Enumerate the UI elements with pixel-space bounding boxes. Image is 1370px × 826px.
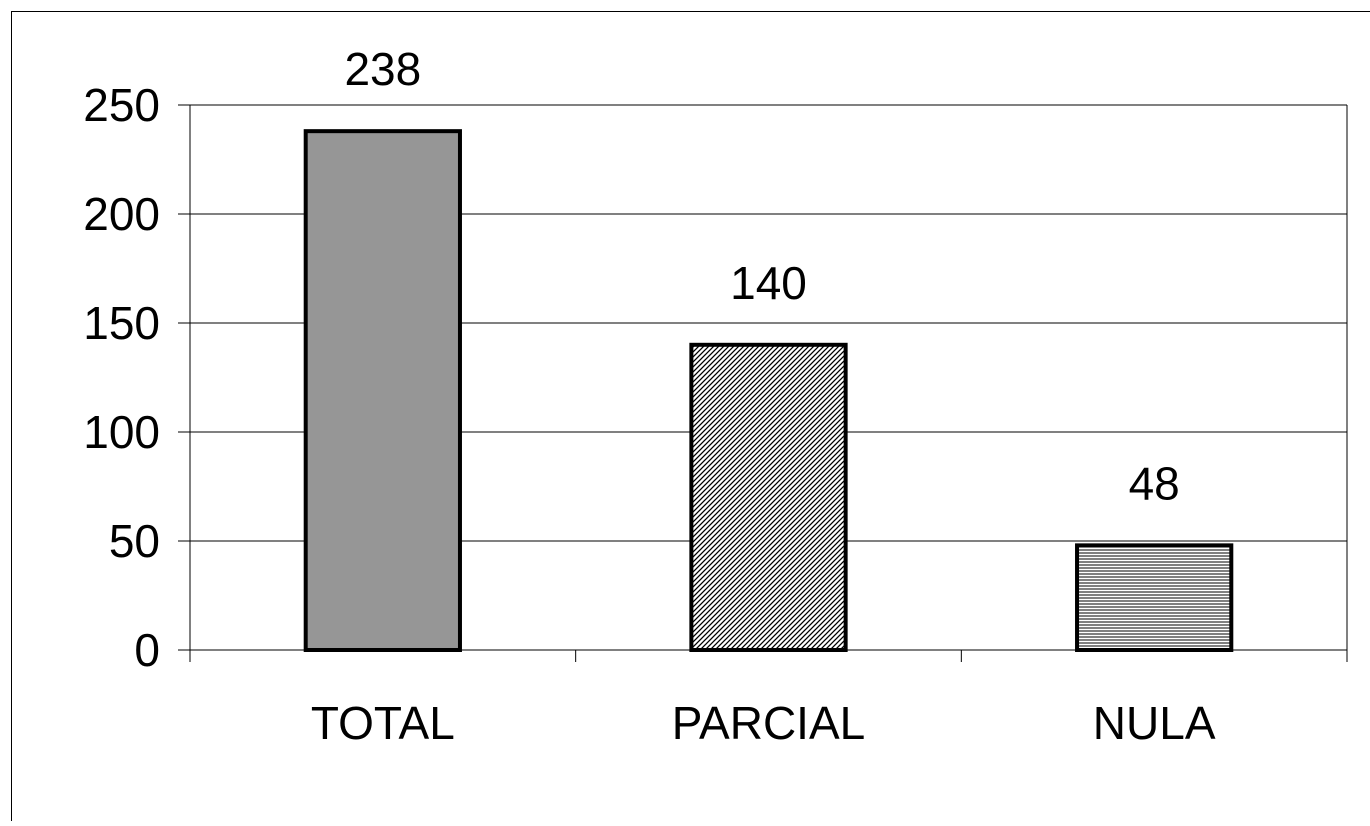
y-tick-label: 0 (134, 624, 160, 676)
y-tick-label: 50 (109, 515, 160, 567)
x-tick-label-parcial: PARCIAL (672, 697, 865, 749)
x-tick-label-total: TOTAL (311, 697, 455, 749)
data-label-total: 238 (344, 43, 421, 95)
bar-parcial (691, 345, 845, 650)
y-tick-label: 200 (83, 188, 160, 240)
y-tick-label: 100 (83, 406, 160, 458)
x-tick-label-nula: NULA (1093, 697, 1216, 749)
data-label-parcial: 140 (730, 257, 807, 309)
bar-total (306, 131, 460, 650)
y-tick-label: 150 (83, 297, 160, 349)
data-label-nula: 48 (1129, 457, 1180, 509)
bar-nula (1077, 545, 1231, 650)
y-tick-label: 250 (83, 79, 160, 131)
